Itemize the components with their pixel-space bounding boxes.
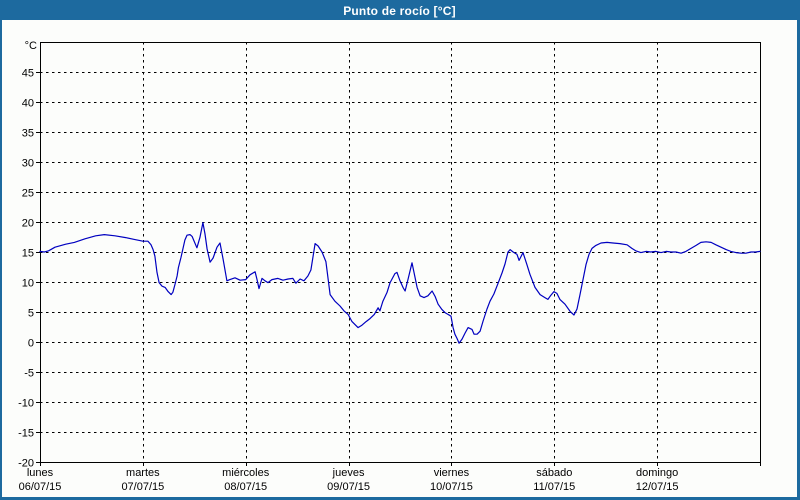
svg-text:-10: -10 xyxy=(18,398,34,410)
svg-text:11/07/15: 11/07/15 xyxy=(533,481,575,493)
svg-text:40: 40 xyxy=(22,98,34,110)
svg-text:45: 45 xyxy=(22,68,34,80)
svg-text:sábado: sábado xyxy=(536,467,572,479)
svg-text:jueves: jueves xyxy=(332,467,365,479)
svg-text:domingo: domingo xyxy=(636,467,678,479)
svg-text:viernes: viernes xyxy=(434,467,470,479)
svg-text:35: 35 xyxy=(22,128,34,140)
svg-text:12/07/15: 12/07/15 xyxy=(636,481,679,493)
svg-text:martes: martes xyxy=(126,467,160,479)
svg-text:07/07/15: 07/07/15 xyxy=(121,481,164,493)
svg-text:°C: °C xyxy=(25,40,37,52)
title-bar: Punto de rocío [°C] xyxy=(2,2,797,20)
svg-text:30: 30 xyxy=(22,158,34,170)
svg-text:08/07/15: 08/07/15 xyxy=(224,481,267,493)
svg-text:10/07/15: 10/07/15 xyxy=(430,481,473,493)
svg-text:06/07/15: 06/07/15 xyxy=(19,481,62,493)
svg-text:lunes: lunes xyxy=(27,467,54,479)
svg-text:miércoles: miércoles xyxy=(222,467,270,479)
svg-text:15: 15 xyxy=(22,248,34,260)
svg-text:-5: -5 xyxy=(24,368,34,380)
svg-text:09/07/15: 09/07/15 xyxy=(327,481,370,493)
svg-text:5: 5 xyxy=(28,308,34,320)
chart-title: Punto de rocío [°C] xyxy=(343,4,456,18)
svg-text:-15: -15 xyxy=(18,428,34,440)
svg-text:-20: -20 xyxy=(18,458,34,470)
svg-text:0: 0 xyxy=(28,338,34,350)
svg-text:20: 20 xyxy=(22,218,34,230)
svg-text:10: 10 xyxy=(22,278,34,290)
svg-text:25: 25 xyxy=(22,188,34,200)
